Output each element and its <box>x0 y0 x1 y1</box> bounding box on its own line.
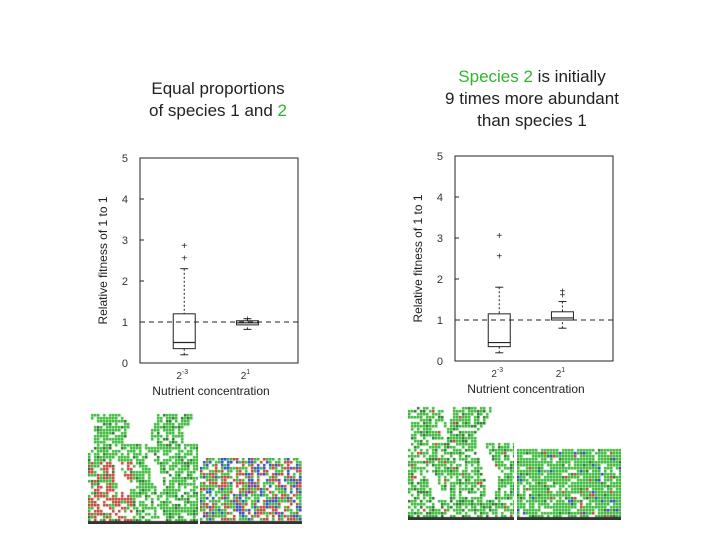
y-axis-label: Relative fitness of 1 to 1 <box>96 196 110 324</box>
outlier-point: + <box>496 231 502 242</box>
y-tick-label: 4 <box>122 194 128 206</box>
x-axis-label: Nutrient concentration <box>467 382 584 396</box>
right-title-line1-text: is initially <box>532 67 606 86</box>
x-axis-label: Nutrient concentration <box>152 384 269 398</box>
x-tick-exponent: 1 <box>246 369 250 376</box>
left-title-line2-text: of species 1 and <box>149 101 278 120</box>
right-colony-high-nutrient-image <box>517 440 621 520</box>
right-title-line2: 9 times more abundant <box>445 89 619 108</box>
right-title-line3: than species 1 <box>477 111 587 130</box>
outlier-point: + <box>181 253 187 264</box>
y-tick-label: 5 <box>122 153 128 165</box>
y-tick-label: 0 <box>437 356 443 368</box>
iqr-box <box>550 311 574 321</box>
x-tick-exponent: -3 <box>182 369 188 376</box>
box-2: + <box>235 315 259 330</box>
y-tick-label: 1 <box>122 317 128 329</box>
y-axis-label: Relative fitness of 1 to 1 <box>411 194 425 322</box>
x-tick-base: 2 <box>491 369 497 380</box>
left-title-species2-highlight: 2 <box>277 101 287 120</box>
plot-frame <box>139 157 299 364</box>
outlier-point: + <box>560 290 566 301</box>
x-tick-exponent: -3 <box>497 367 503 374</box>
y-tick-label: 1 <box>437 315 443 327</box>
box-1: ++ <box>172 241 196 356</box>
iqr-box <box>487 313 511 348</box>
outlier-point: + <box>181 241 187 252</box>
y-tick-label: 2 <box>437 274 443 286</box>
right-title-line1: Species 2 is initially <box>408 66 656 88</box>
y-tick-label: 2 <box>122 276 128 288</box>
plot-frame <box>454 155 614 362</box>
left-title-line1: Equal proportions <box>151 79 285 98</box>
x-tick-base: 2 <box>241 371 247 382</box>
outlier-point: + <box>560 286 566 297</box>
iqr-box <box>172 313 196 350</box>
y-tick-label: 0 <box>122 358 128 370</box>
y-tick-label: 4 <box>437 192 443 204</box>
left-title-line2: of species 1 and 2 <box>118 100 318 122</box>
right-colony-low-nutrient-image <box>408 404 514 520</box>
box-1: ++ <box>487 231 511 354</box>
y-tick-label: 5 <box>437 151 443 163</box>
x-tick-base: 2 <box>556 369 562 380</box>
x-tick-exponent: 1 <box>561 367 565 374</box>
x-tick-base: 2 <box>176 371 182 382</box>
y-tick-label: 3 <box>122 235 128 247</box>
outlier-point: + <box>245 315 251 326</box>
y-tick-label: 3 <box>437 233 443 245</box>
left-panel-title: Equal proportions of species 1 and 2 <box>118 78 318 122</box>
x-tick-label: 21 <box>556 367 566 380</box>
box-2: ++ <box>550 286 574 329</box>
outlier-point: + <box>496 251 502 262</box>
x-tick-label: 2-3 <box>176 369 188 382</box>
left-colony-high-nutrient-image <box>200 458 302 524</box>
right-panel-title: Species 2 is initially 9 times more abun… <box>408 66 656 132</box>
x-tick-label: 2-3 <box>491 367 503 380</box>
right-title-species2-highlight: Species 2 <box>458 67 533 86</box>
left-colony-low-nutrient-image <box>88 408 198 524</box>
x-tick-label: 21 <box>241 369 251 382</box>
